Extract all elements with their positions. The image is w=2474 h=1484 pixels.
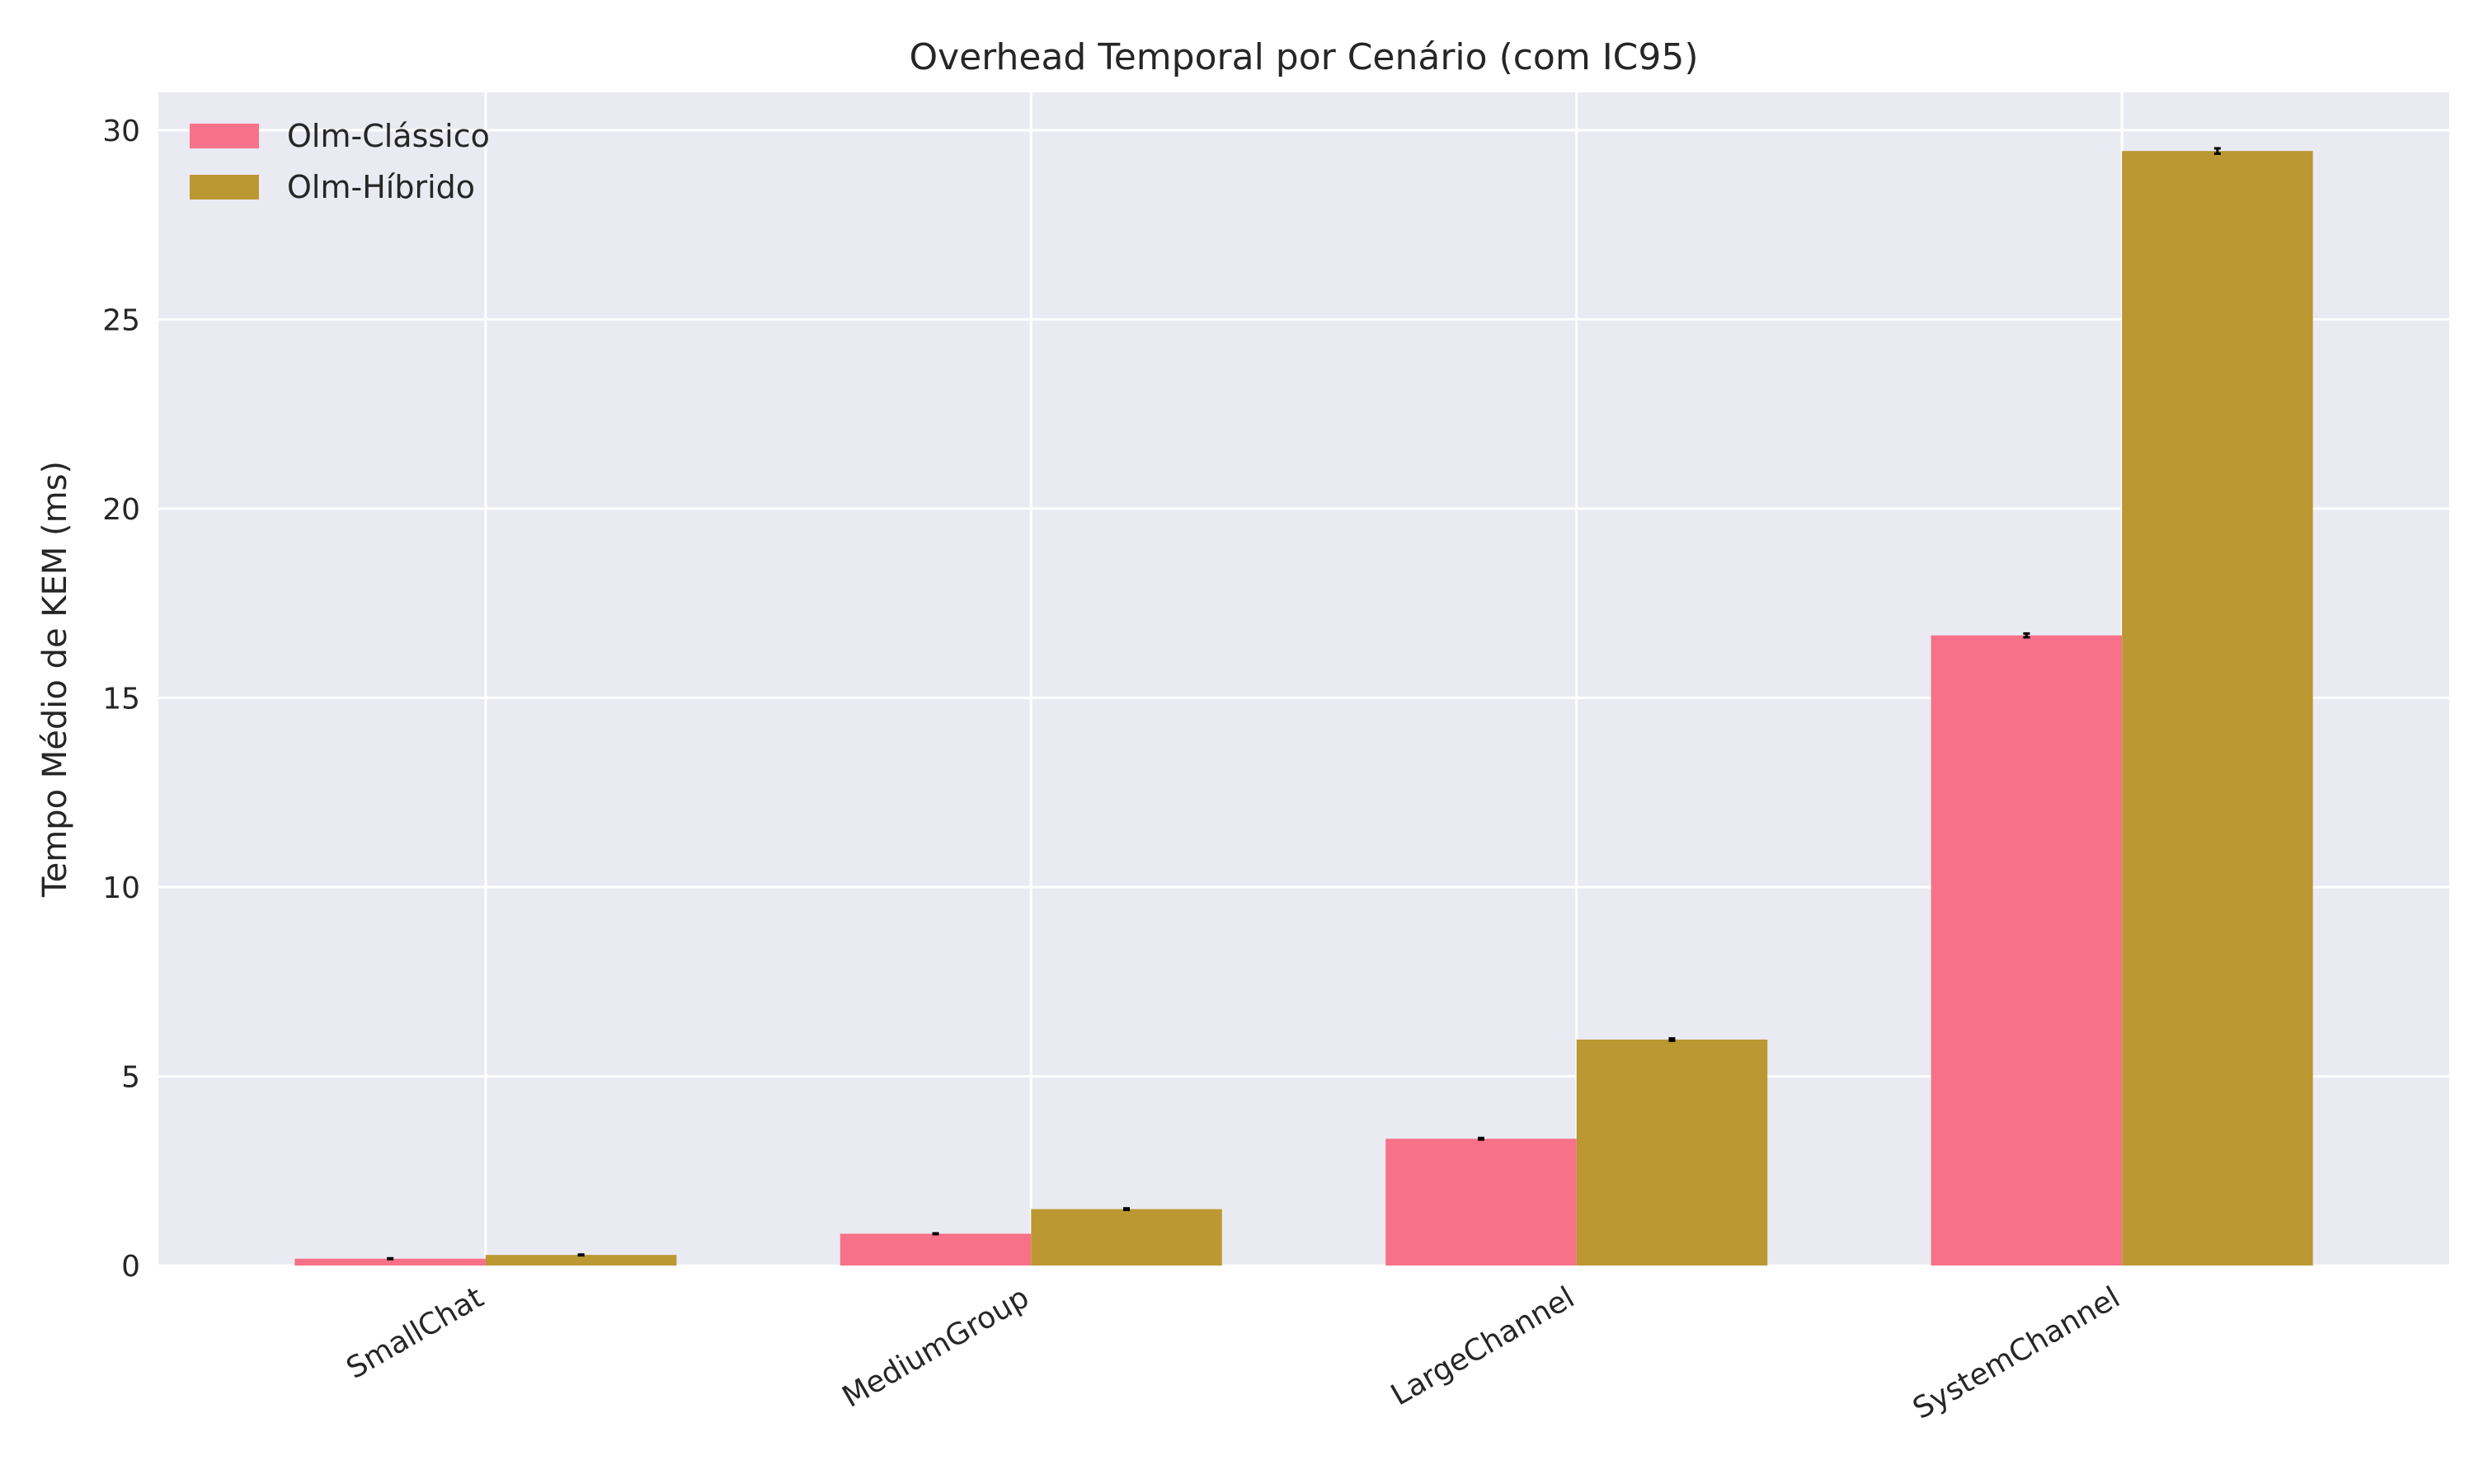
legend-swatch [190,175,259,200]
error-bar [2023,632,2030,639]
y-tick-label: 20 [102,493,140,527]
bar [1576,1039,1768,1266]
x-tick-label: LargeChannel [1385,1280,1580,1412]
legend-label: Olm-Clássico [287,118,490,154]
error-bar [1123,1207,1131,1212]
bar [1385,1139,1577,1266]
chart-title: Overhead Temporal por Cenário (com IC95) [909,36,1698,78]
y-axis-ticks: 0 5 10 15 20 25 30 [102,115,140,1284]
legend-item: Olm-Híbrido [190,169,475,205]
bar [840,1233,1032,1266]
bars [294,151,2313,1266]
y-tick-label: 30 [102,115,140,148]
legend: Olm-Clássico Olm-Híbrido [190,118,490,205]
y-axis-label: Tempo Médio de KEM (ms) [36,461,74,898]
x-tick-label: SmallChat [341,1280,489,1386]
x-axis-ticks: SmallChat MediumGroup LargeChannel SystemCh… [341,1280,2125,1426]
error-bar [1668,1037,1676,1042]
error-bars [387,147,2221,1261]
error-bar [2213,147,2221,155]
x-tick-label: SystemChannel [1907,1280,2126,1426]
y-tick-label: 10 [102,871,140,905]
bar [1931,635,2123,1266]
error-bar [387,1256,394,1261]
legend-label: Olm-Híbrido [287,169,475,205]
x-tick-label: MediumGroup [837,1280,1035,1414]
error-bar [577,1253,585,1257]
bar [294,1258,486,1266]
error-bar [1477,1136,1484,1141]
bar [2122,151,2313,1266]
bar [1031,1209,1222,1266]
legend-swatch [190,124,259,148]
error-bar [932,1232,939,1236]
y-tick-label: 25 [102,303,140,337]
bar [485,1255,677,1266]
y-tick-label: 5 [121,1060,140,1094]
y-tick-label: 15 [102,682,140,716]
legend-item: Olm-Clássico [190,118,490,154]
y-tick-label: 0 [121,1250,140,1284]
